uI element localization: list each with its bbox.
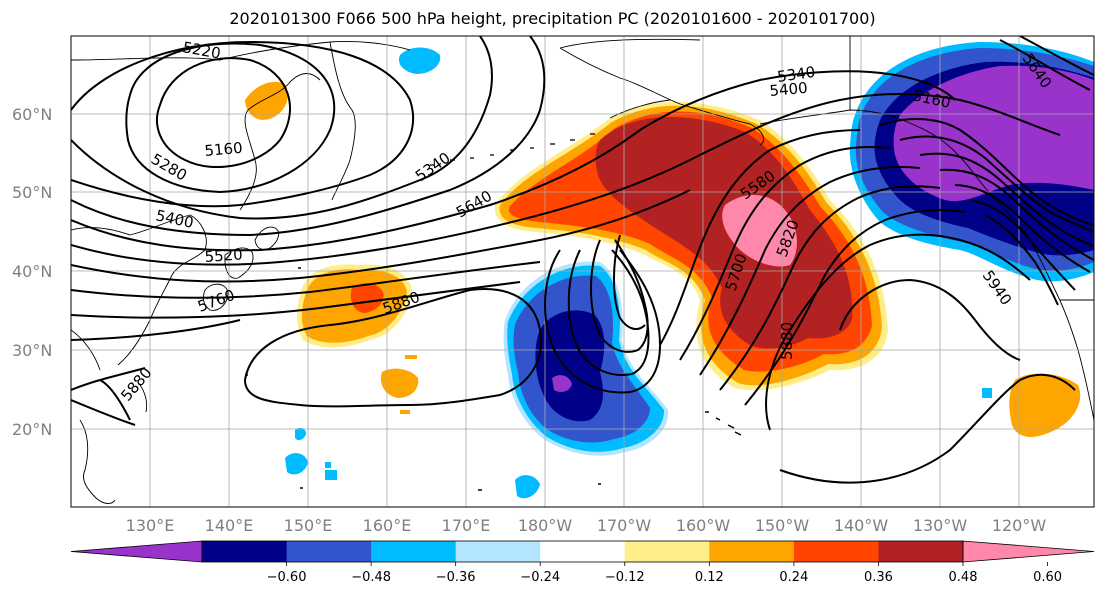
lon-tick-label: 180°W — [518, 516, 573, 535]
lon-tick-label: 140°W — [834, 516, 889, 535]
colorbar-swatch — [709, 541, 795, 562]
lat-tick-label: 20°N — [12, 420, 52, 439]
lat-tick-labels: 20°N 30°N 40°N 50°N 60°N — [12, 105, 52, 439]
small-negative-1 — [398, 47, 441, 74]
small-negative-5 — [982, 388, 992, 398]
small-negative-4 — [515, 475, 540, 499]
colorbar: −0.60 −0.48 −0.36 −0.24 −0.12 0.12 0.24 0.36 0.4… — [70, 540, 1095, 585]
colorbar-swatch — [540, 541, 626, 562]
colorbar-tick-label: 0.48 — [949, 570, 978, 585]
contour-label: 5340 — [776, 63, 816, 86]
small-positive-3 — [400, 410, 410, 414]
precip-shading — [245, 42, 1094, 499]
lon-tick-label: 160°W — [676, 516, 731, 535]
lon-tick-labels: 130°E 140°E 150°E 160°E 170°E 180°W 170°… — [126, 516, 1047, 535]
small-negative-3 — [325, 470, 337, 480]
ne-negative-purple — [893, 65, 1094, 202]
contour-label: 5400 — [769, 79, 809, 100]
lon-tick-label: 160°E — [363, 516, 412, 535]
colorbar-swatch — [793, 541, 879, 562]
lat-tick-label: 40°N — [12, 262, 52, 281]
lon-tick-label: 170°E — [442, 516, 491, 535]
colorbar-tick-label: −0.60 — [267, 570, 307, 585]
lon-tick-label: 170°W — [597, 516, 652, 535]
colorbar-swatch — [624, 541, 710, 562]
colorbar-tick-label: −0.36 — [436, 570, 476, 585]
contour-label: 5880 — [778, 322, 796, 360]
small-positive-1 — [380, 368, 419, 398]
small-negative-6 — [295, 427, 306, 441]
lon-tick-label: 150°W — [755, 516, 810, 535]
small-negative-2 — [285, 453, 308, 475]
colorbar-tick-label: −0.24 — [520, 570, 560, 585]
colorbar-tick-label: −0.48 — [351, 570, 391, 585]
lon-tick-label: 130°W — [913, 516, 968, 535]
colorbar-tick-label: 0.36 — [864, 570, 893, 585]
contour-label: 5160 — [204, 139, 244, 160]
wpac-positive-redorange — [350, 283, 384, 313]
contour-label: 5520 — [204, 245, 243, 266]
kamchatka-positive — [245, 81, 288, 120]
colorbar-swatch — [878, 541, 964, 562]
colorbar-swatch — [286, 541, 372, 562]
map-panel: 5220 5340 5400 5160 5280 5340 5400 5640 … — [71, 36, 1094, 507]
map-frame — [70, 35, 1095, 508]
colorbar-outline — [201, 540, 964, 563]
colorbar-tick-label: 0.60 — [1033, 570, 1062, 585]
positive-anomaly-pink — [722, 194, 797, 267]
colorbar-swatch — [202, 541, 288, 562]
lat-tick-label: 50°N — [12, 183, 52, 202]
lat-tick-label: 60°N — [12, 105, 52, 124]
small-positive-4 — [405, 355, 417, 359]
small-positive-2 — [1009, 373, 1081, 437]
lat-tick-label: 30°N — [12, 341, 52, 360]
negative-anomaly-navy — [535, 310, 605, 422]
colorbar-extend-max — [962, 540, 1095, 563]
lon-tick-label: 120°W — [992, 516, 1047, 535]
colorbar-swatch — [371, 541, 457, 562]
map-title: 2020101300 F066 500 hPa height, precipit… — [229, 9, 876, 28]
colorbar-tick-label: −0.12 — [605, 570, 645, 585]
lon-tick-label: 130°E — [126, 516, 175, 535]
lon-tick-label: 140°E — [205, 516, 254, 535]
colorbar-swatch — [455, 541, 541, 562]
colorbar-tick-label: 0.12 — [695, 570, 724, 585]
negative-anomaly-purple — [552, 375, 572, 392]
height-contours — [71, 36, 1094, 484]
lon-tick-label: 150°E — [284, 516, 333, 535]
small-negative-7 — [325, 462, 331, 468]
colorbar-extend-min — [70, 540, 203, 563]
gridlines — [71, 36, 1094, 507]
colorbar-tick-label: 0.24 — [779, 570, 808, 585]
